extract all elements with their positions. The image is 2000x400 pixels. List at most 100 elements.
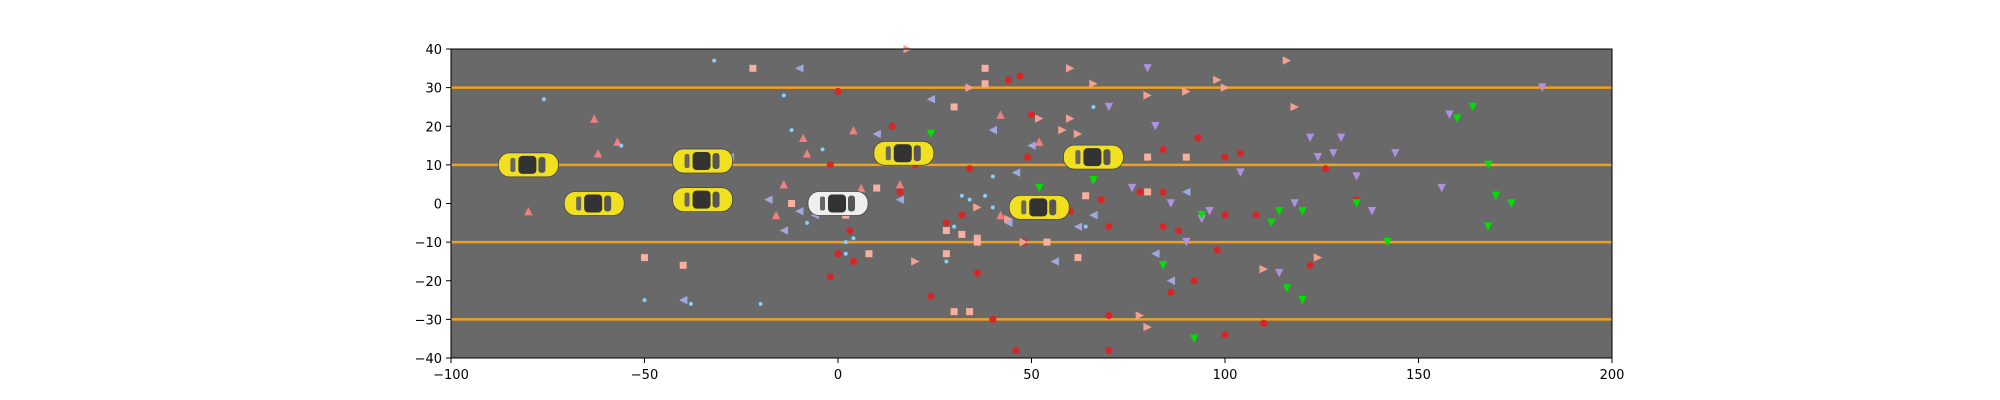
marker-triangle-down xyxy=(1383,237,1392,247)
y-tick-label: 0 xyxy=(434,198,442,213)
marker-square xyxy=(1182,153,1190,161)
marker-dot xyxy=(843,251,848,256)
marker-square xyxy=(1144,188,1152,196)
marker-dot xyxy=(642,298,647,303)
vehicles xyxy=(498,140,1124,220)
y-tick-label: −10 xyxy=(415,236,442,251)
marker-dot xyxy=(990,205,995,210)
marker-triangle-down xyxy=(1305,133,1315,143)
vehicle-windshield xyxy=(1049,199,1057,216)
marker-circle xyxy=(1004,76,1012,84)
marker-circle xyxy=(1105,311,1113,320)
y-tick-label: 10 xyxy=(425,159,442,174)
marker-triangle-right xyxy=(1259,264,1268,274)
vehicle-windshield xyxy=(712,153,720,170)
y-tick-label: −40 xyxy=(415,352,442,367)
marker-square xyxy=(981,64,989,72)
x-tick-label: 100 xyxy=(1213,368,1238,383)
marker-circle xyxy=(1105,346,1113,354)
marker-triangle-right xyxy=(965,83,974,92)
marker-triangle-left xyxy=(1004,218,1013,228)
marker-circle xyxy=(1221,331,1229,339)
marker-triangle-right xyxy=(1135,311,1145,320)
marker-triangle-right xyxy=(1066,64,1075,73)
marker-square xyxy=(942,227,950,235)
vehicle-windshield xyxy=(1103,149,1111,166)
marker-dot xyxy=(851,236,856,241)
marker-circle xyxy=(1159,223,1167,231)
marker-circle xyxy=(958,211,966,219)
marker-circle xyxy=(1306,261,1314,269)
vehicle-roof xyxy=(692,190,711,209)
marker-triangle-down xyxy=(1127,183,1137,193)
marker-circle xyxy=(834,87,842,96)
marker-square xyxy=(973,234,981,242)
marker-triangle-down xyxy=(1189,334,1199,343)
marker-circle xyxy=(1016,72,1024,80)
marker-triangle-up xyxy=(802,149,812,158)
x-tick-label: −50 xyxy=(631,368,658,383)
marker-triangle-right xyxy=(1089,79,1098,88)
marker-series xyxy=(524,44,1547,354)
ego-vehicle xyxy=(807,191,869,216)
vehicle-windshield xyxy=(848,195,855,212)
marker-dot xyxy=(843,240,848,245)
vehicle-roof xyxy=(1083,148,1102,167)
marker-circle xyxy=(973,269,981,277)
marker-triangle-down xyxy=(1352,172,1361,181)
marker-dot xyxy=(712,58,717,63)
vehicle-roof xyxy=(893,144,912,163)
vehicle-roof xyxy=(828,194,846,213)
marker-triangle-left xyxy=(1089,210,1098,220)
marker-triangle-down xyxy=(1507,199,1516,208)
vehicle-rear-window xyxy=(510,157,516,172)
marker-circle xyxy=(1194,134,1202,142)
marker-circle xyxy=(1159,145,1167,154)
marker-square xyxy=(950,308,958,316)
marker-triangle-down xyxy=(1104,102,1114,112)
marker-dot xyxy=(619,143,624,148)
other-vehicle xyxy=(563,191,625,216)
marker-triangle-down xyxy=(1313,152,1323,162)
marker-triangle-down xyxy=(1182,237,1191,247)
marker-triangle-down xyxy=(1274,268,1284,278)
marker-dot xyxy=(959,193,964,198)
y-tick-label: −20 xyxy=(415,275,442,290)
vehicle-rear-window xyxy=(684,154,690,169)
marker-dot xyxy=(820,147,825,152)
marker-triangle-down xyxy=(1035,183,1044,193)
marker-triangle-up xyxy=(849,125,858,135)
marker-triangle-up xyxy=(895,179,905,189)
marker-triangle-down xyxy=(1483,160,1493,170)
vehicle-windshield xyxy=(712,191,720,208)
marker-triangle-up xyxy=(593,149,603,158)
marker-triangle-left xyxy=(1166,276,1176,285)
marker-triangle-left xyxy=(988,125,997,135)
vehicle-rear-window xyxy=(576,196,582,211)
marker-square xyxy=(865,250,873,258)
vehicle-rear-window xyxy=(1075,150,1081,165)
other-vehicle xyxy=(672,148,733,174)
marker-circle xyxy=(1167,288,1175,296)
marker-triangle-right xyxy=(1066,114,1075,123)
other-vehicle xyxy=(498,152,559,178)
marker-triangle-right xyxy=(911,257,920,266)
other-vehicle xyxy=(1008,194,1070,220)
marker-triangle-left xyxy=(764,195,773,204)
marker-circle xyxy=(888,122,896,130)
marker-triangle-down xyxy=(1197,210,1206,220)
marker-triangle-down xyxy=(1367,207,1377,216)
marker-triangle-up xyxy=(798,133,808,143)
marker-square xyxy=(942,250,950,258)
marker-dot xyxy=(944,259,949,264)
marker-square xyxy=(788,200,796,207)
marker-triangle-up xyxy=(996,110,1005,119)
marker-circle xyxy=(846,226,854,235)
vehicle-roof xyxy=(692,152,711,171)
marker-circle xyxy=(1012,346,1020,354)
marker-circle xyxy=(989,315,997,323)
marker-triangle-down xyxy=(1267,218,1276,228)
marker-circle xyxy=(1322,165,1330,173)
marker-dot xyxy=(758,301,763,306)
